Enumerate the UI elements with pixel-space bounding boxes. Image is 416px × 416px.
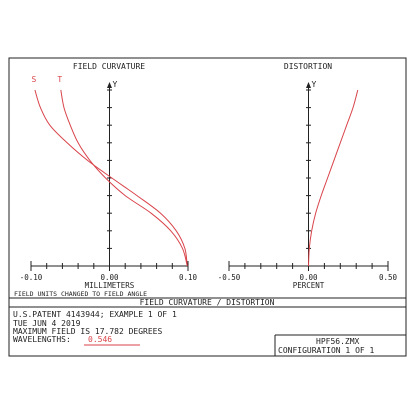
dist-x-axis-label: PERCENT — [293, 281, 325, 290]
info-line-date: TUE JUN 4 2019 — [13, 319, 81, 328]
info-line-max-field: MAXIMUM FIELD IS 17.782 DEGREES — [13, 327, 162, 336]
fc-series-s-curve — [34, 89, 188, 267]
fc-x-tick-label: -0.10 — [20, 273, 43, 282]
configuration-label: CONFIGURATION 1 OF 1 — [278, 346, 375, 355]
field-curvature-title: FIELD CURVATURE — [73, 62, 145, 71]
field-units-note: FIELD UNITS CHANGED TO FIELD ANGLE — [14, 290, 147, 298]
distortion-chart: Y -0.50 0.00 0.50 PERCENT — [218, 80, 398, 290]
wavelengths-label: WAVELENGTHS: — [13, 335, 71, 344]
file-name: HPF56.ZMX — [316, 337, 360, 346]
wavelength-value: 0.546 — [88, 335, 112, 344]
dist-series-distortion-curve — [308, 89, 359, 267]
fc-series-t-curve — [60, 89, 188, 267]
dist-y-axis-label: Y — [312, 80, 317, 89]
fc-series-s-label: S — [32, 75, 37, 84]
plot-frame — [8, 57, 407, 357]
fc-series-t-label: T — [57, 75, 62, 84]
dist-y-axis-arrow — [306, 82, 311, 88]
fc-x-tick-label: 0.00 — [100, 273, 119, 282]
dist-x-tick-label: 0.00 — [299, 273, 318, 282]
fc-x-axis-label: MILLIMETERS — [85, 281, 135, 290]
dist-x-tick-label: 0.50 — [379, 273, 398, 282]
distortion-title: DISTORTION — [284, 62, 332, 71]
dist-x-tick-label: -0.50 — [218, 273, 241, 282]
info-line-patent: U.S.PATENT 4143944; EXAMPLE 1 OF 1 — [13, 310, 177, 319]
fc-y-axis-label: Y — [113, 80, 118, 89]
footer-banner: FIELD CURVATURE / DISTORTION — [140, 298, 275, 307]
fc-y-axis-arrow — [107, 82, 112, 88]
fc-x-tick-label: 0.10 — [179, 273, 198, 282]
field-curvature-chart: Y -0.10 0.00 0.10 MILLIMETERS S T — [20, 75, 198, 290]
